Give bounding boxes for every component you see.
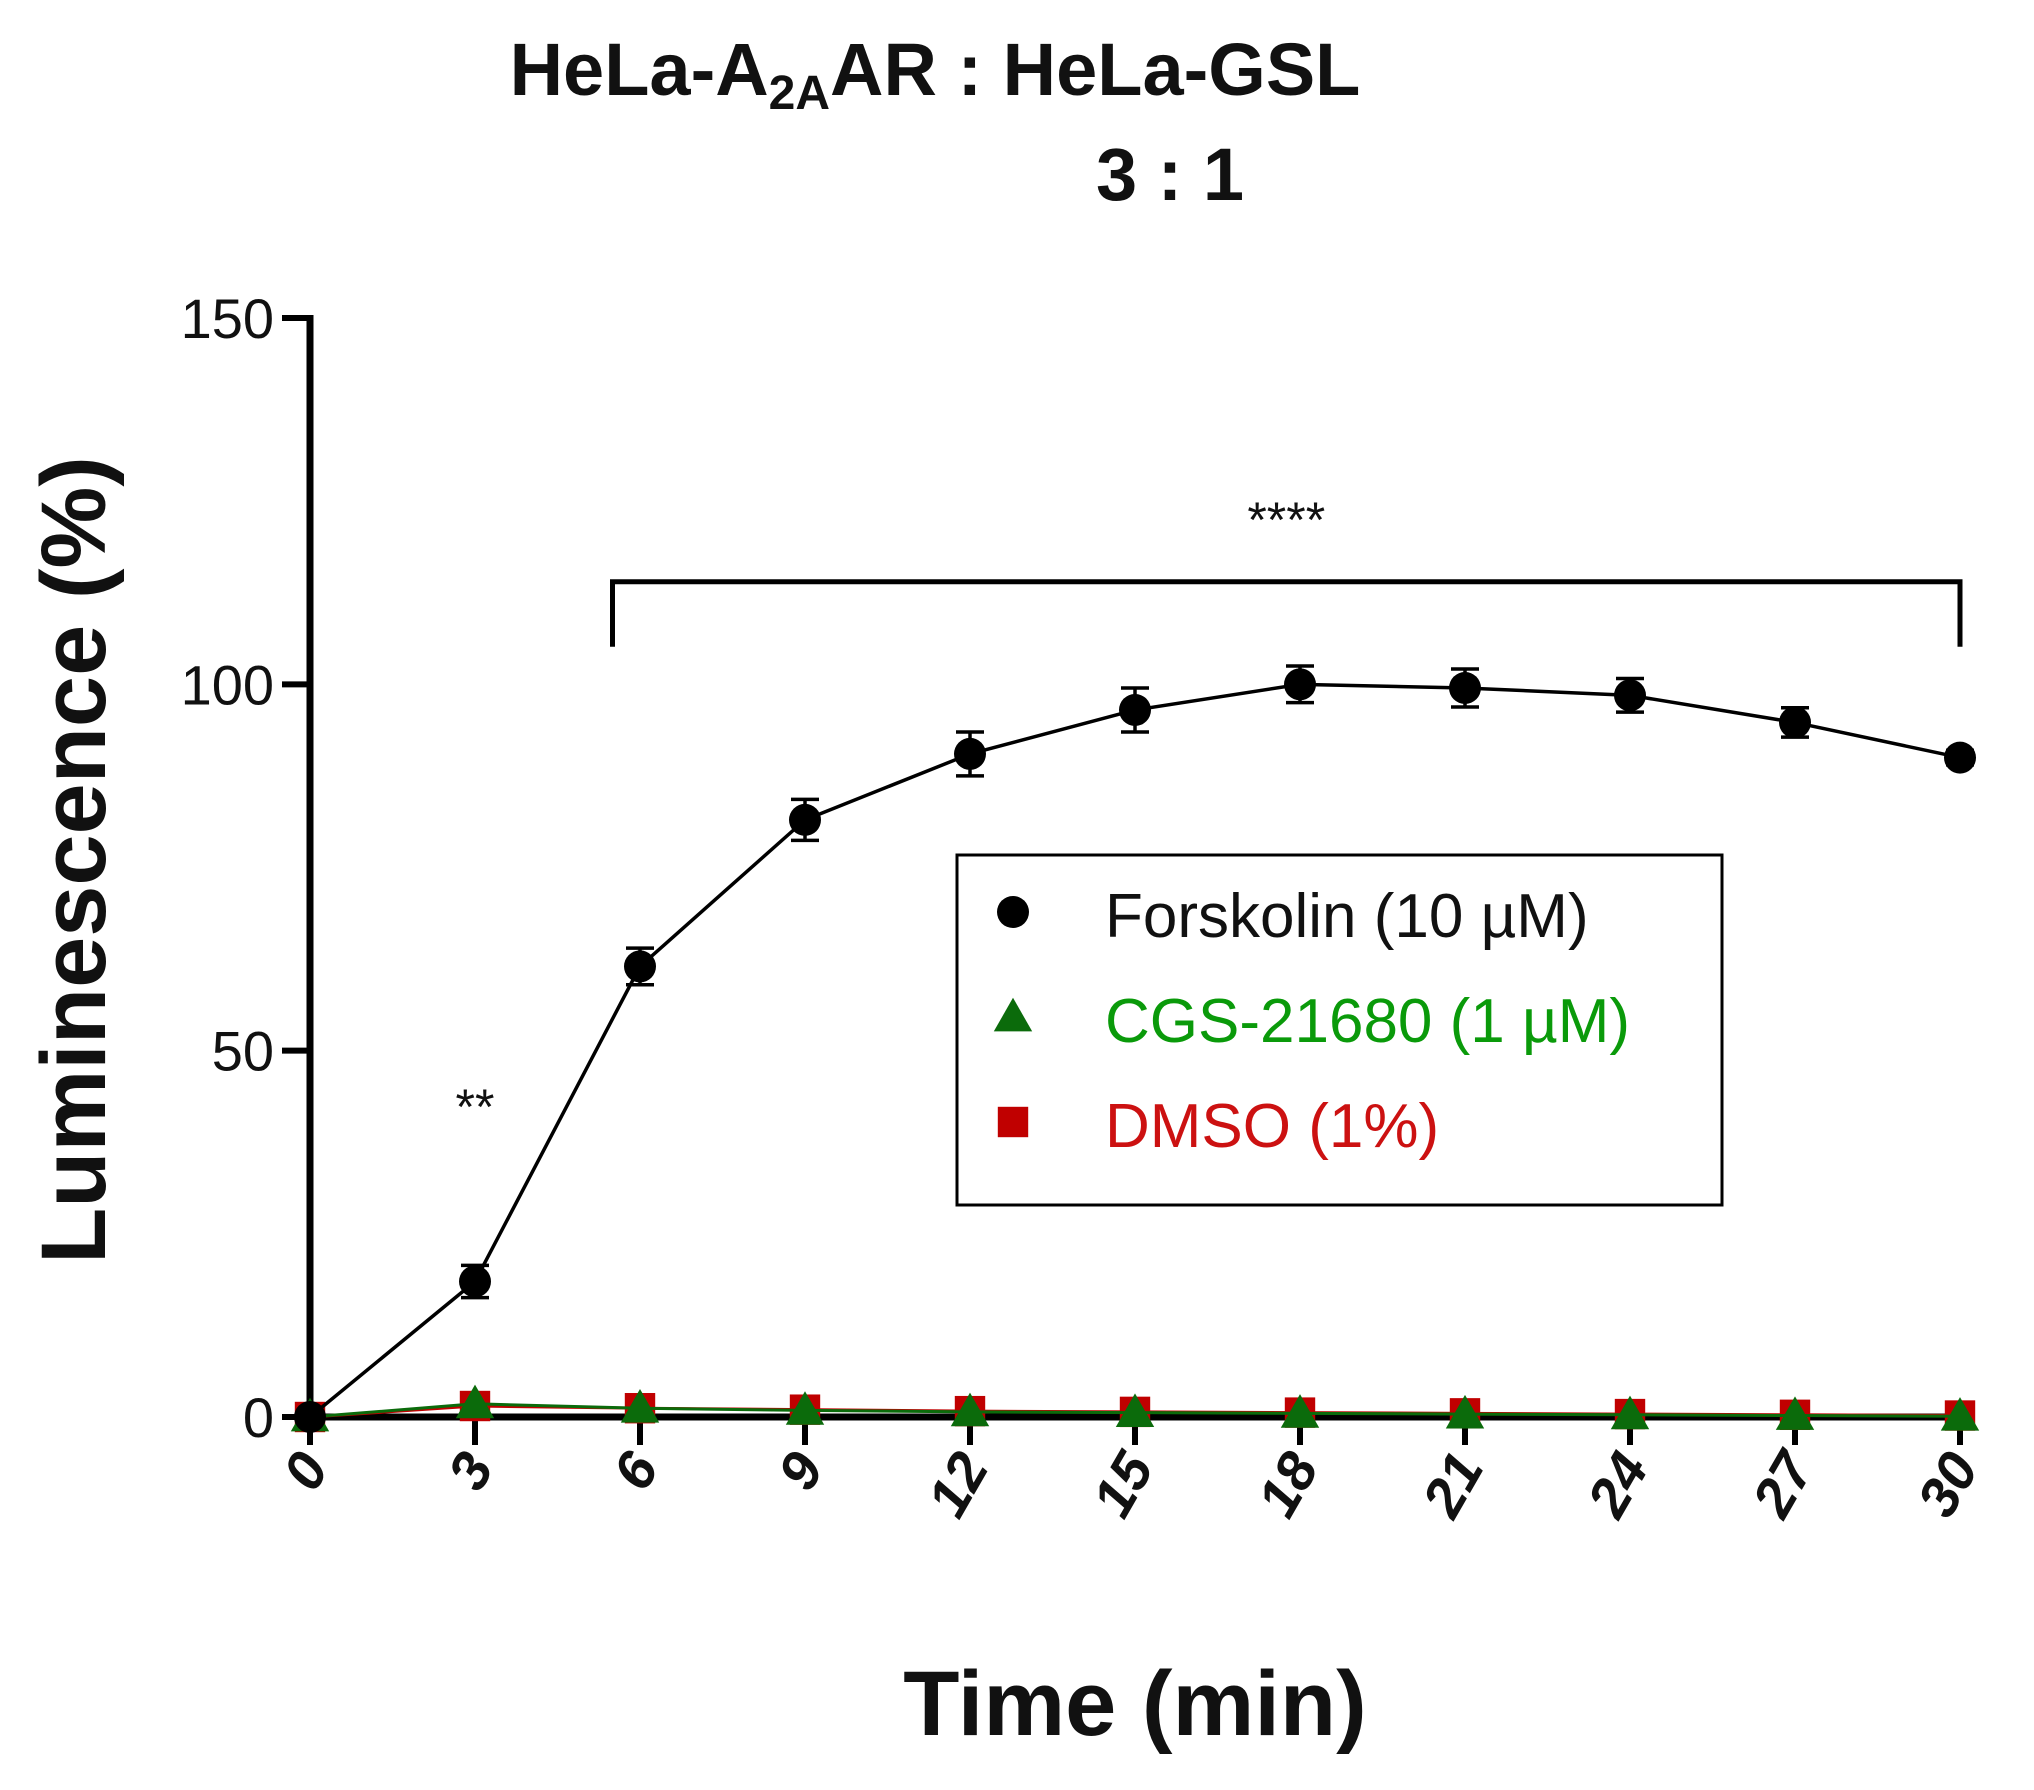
chart-title-line2: 3 : 1 (1096, 133, 1244, 216)
chart-title-line1: HeLa-A2AAR : HeLa-GSL (510, 28, 1361, 120)
legend-label: CGS-21680 (1 µM) (1105, 987, 1630, 1056)
x-ticks: 0 3 6 9 12 15 18 21 24 27 30 (270, 1417, 1990, 1528)
x-tick-label: 0 (270, 1442, 340, 1500)
series-layer (290, 664, 1980, 1433)
y-axis-label: Luminescence (%) (23, 456, 125, 1264)
legend: Forskolin (10 µM) CGS-21680 (1 µM) DMSO (1… (955, 853, 1724, 1207)
legend-label: DMSO (1%) (1105, 1092, 1439, 1161)
y-tick-label: 50 (212, 1020, 274, 1083)
y-tick-label: 0 (243, 1386, 274, 1449)
data-point (1115, 1393, 1155, 1428)
significance-bracket (610, 579, 1963, 647)
y-ticks: 0 50 100 150 (181, 287, 310, 1449)
x-tick-label: 9 (765, 1442, 835, 1500)
significance-annotations: ****** (456, 492, 1963, 1135)
x-tick-label: 15 (1080, 1441, 1166, 1527)
data-point (950, 1392, 990, 1427)
data-point (1614, 679, 1646, 712)
data-point (1449, 671, 1481, 704)
data-point (620, 1389, 660, 1423)
data-point (1944, 741, 1976, 774)
data-point (1940, 1397, 1980, 1431)
chart-title-suffix: AR : HeLa-GSL (830, 28, 1360, 111)
data-point (789, 803, 821, 836)
chart-title-subscript: 2A (769, 67, 830, 120)
significance-label: ** (456, 1079, 495, 1135)
legend-box (955, 853, 1724, 1207)
x-tick-label: 18 (1245, 1441, 1331, 1527)
x-tick-label: 30 (1905, 1442, 1991, 1527)
data-point (954, 737, 986, 770)
legend-marker-circle (997, 896, 1029, 928)
x-tick-label: 21 (1409, 1442, 1495, 1528)
y-tick-label: 150 (181, 287, 274, 350)
series-triangle (290, 1384, 1980, 1432)
legend-marker-square (997, 1106, 1029, 1138)
data-point (1775, 1396, 1815, 1430)
chart-title-prefix: HeLa-A (510, 28, 769, 111)
x-tick-label: 6 (600, 1441, 671, 1500)
data-point (1119, 693, 1151, 726)
data-point (1779, 706, 1811, 739)
data-point (1610, 1395, 1650, 1430)
x-tick-label: 24 (1574, 1442, 1660, 1528)
x-tick-label: 27 (1739, 1439, 1827, 1528)
data-point (1280, 1394, 1320, 1428)
x-tick-label: 12 (915, 1442, 1001, 1527)
data-point (455, 1384, 495, 1419)
x-axis-label: Time (min) (903, 1653, 1366, 1755)
data-point (624, 950, 656, 983)
legend-label: Forskolin (10 µM) (1105, 882, 1589, 951)
data-point (294, 1401, 326, 1433)
data-point (1284, 668, 1316, 701)
data-point (459, 1265, 491, 1298)
data-point (785, 1391, 825, 1425)
significance-label: **** (1247, 492, 1325, 548)
x-tick-label: 3 (435, 1442, 505, 1500)
y-tick-label: 100 (181, 653, 274, 716)
series-circle (294, 664, 1976, 1433)
legend-marker-triangle (993, 997, 1033, 1032)
data-point (1445, 1394, 1485, 1429)
